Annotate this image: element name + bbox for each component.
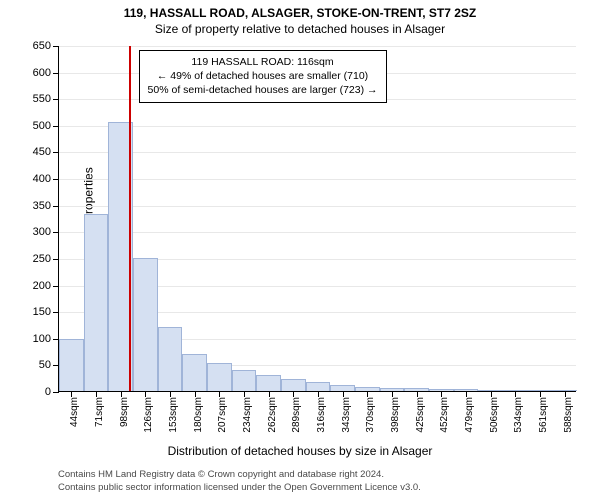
y-tick-label: 200 [33, 280, 59, 292]
histogram-bar [207, 363, 232, 391]
x-tick-label: 534sqm [513, 397, 524, 433]
histogram-bar [182, 354, 207, 391]
gridline [59, 232, 576, 233]
y-tick-label: 350 [33, 200, 59, 212]
x-tick-label: 44sqm [69, 397, 80, 427]
x-tick-label: 126sqm [143, 397, 154, 433]
histogram-chart: 0501001502002503003504004505005506006504… [58, 46, 576, 392]
x-tick-label: 561sqm [538, 397, 549, 433]
gridline [59, 126, 576, 127]
title-main: 119, HASSALL ROAD, ALSAGER, STOKE-ON-TRE… [0, 0, 600, 20]
x-tick-label: 343sqm [341, 397, 352, 433]
y-tick-label: 150 [33, 306, 59, 318]
y-tick-label: 250 [33, 253, 59, 265]
x-tick-label: 370sqm [365, 397, 376, 433]
x-tick-label: 425sqm [415, 397, 426, 433]
gridline [59, 46, 576, 47]
histogram-bar [84, 214, 109, 391]
x-tick-label: 98sqm [119, 397, 130, 427]
histogram-bar [306, 382, 331, 391]
footer-line: Contains public sector information licen… [58, 482, 421, 494]
y-tick-label: 300 [33, 226, 59, 238]
x-tick-label: 398sqm [390, 397, 401, 433]
histogram-bar [256, 375, 281, 391]
y-tick-label: 400 [33, 173, 59, 185]
x-tick-label: 289sqm [291, 397, 302, 433]
gridline [59, 179, 576, 180]
annotation-box: 119 HASSALL ROAD: 116sqm← 49% of detache… [139, 50, 387, 103]
footer-line: Contains HM Land Registry data © Crown c… [58, 469, 421, 481]
histogram-bar [281, 379, 306, 391]
title-sub: Size of property relative to detached ho… [0, 20, 600, 36]
gridline [59, 152, 576, 153]
x-tick-label: 479sqm [464, 397, 475, 433]
y-tick-label: 600 [33, 67, 59, 79]
x-tick-label: 234sqm [242, 397, 253, 433]
histogram-bar [158, 327, 183, 391]
x-axis-label: Distribution of detached houses by size … [0, 444, 600, 458]
plot-area: 0501001502002503003504004505005506006504… [58, 46, 576, 392]
annotation-line: ← 49% of detached houses are smaller (71… [148, 69, 378, 83]
x-tick-label: 506sqm [489, 397, 500, 433]
y-tick-label: 450 [33, 146, 59, 158]
annotation-line: 119 HASSALL ROAD: 116sqm [148, 55, 378, 69]
annotation-line: 50% of semi-detached houses are larger (… [148, 83, 378, 97]
x-tick-label: 180sqm [193, 397, 204, 433]
y-tick-label: 550 [33, 93, 59, 105]
x-tick-label: 262sqm [267, 397, 278, 433]
gridline [59, 206, 576, 207]
x-tick-label: 316sqm [316, 397, 327, 433]
footer-attribution: Contains HM Land Registry data © Crown c… [58, 469, 421, 494]
y-tick-label: 0 [45, 386, 59, 398]
x-tick-label: 207sqm [217, 397, 228, 433]
x-tick-label: 153sqm [168, 397, 179, 433]
y-tick-label: 50 [39, 359, 59, 371]
x-tick-label: 71sqm [94, 397, 105, 427]
x-tick-label: 588sqm [563, 397, 574, 433]
y-tick-label: 500 [33, 120, 59, 132]
y-tick-label: 100 [33, 333, 59, 345]
marker-line [129, 46, 131, 391]
histogram-bar [232, 370, 257, 391]
x-tick-label: 452sqm [439, 397, 450, 433]
y-tick-label: 650 [33, 40, 59, 52]
histogram-bar [133, 258, 158, 391]
histogram-bar [59, 339, 84, 391]
